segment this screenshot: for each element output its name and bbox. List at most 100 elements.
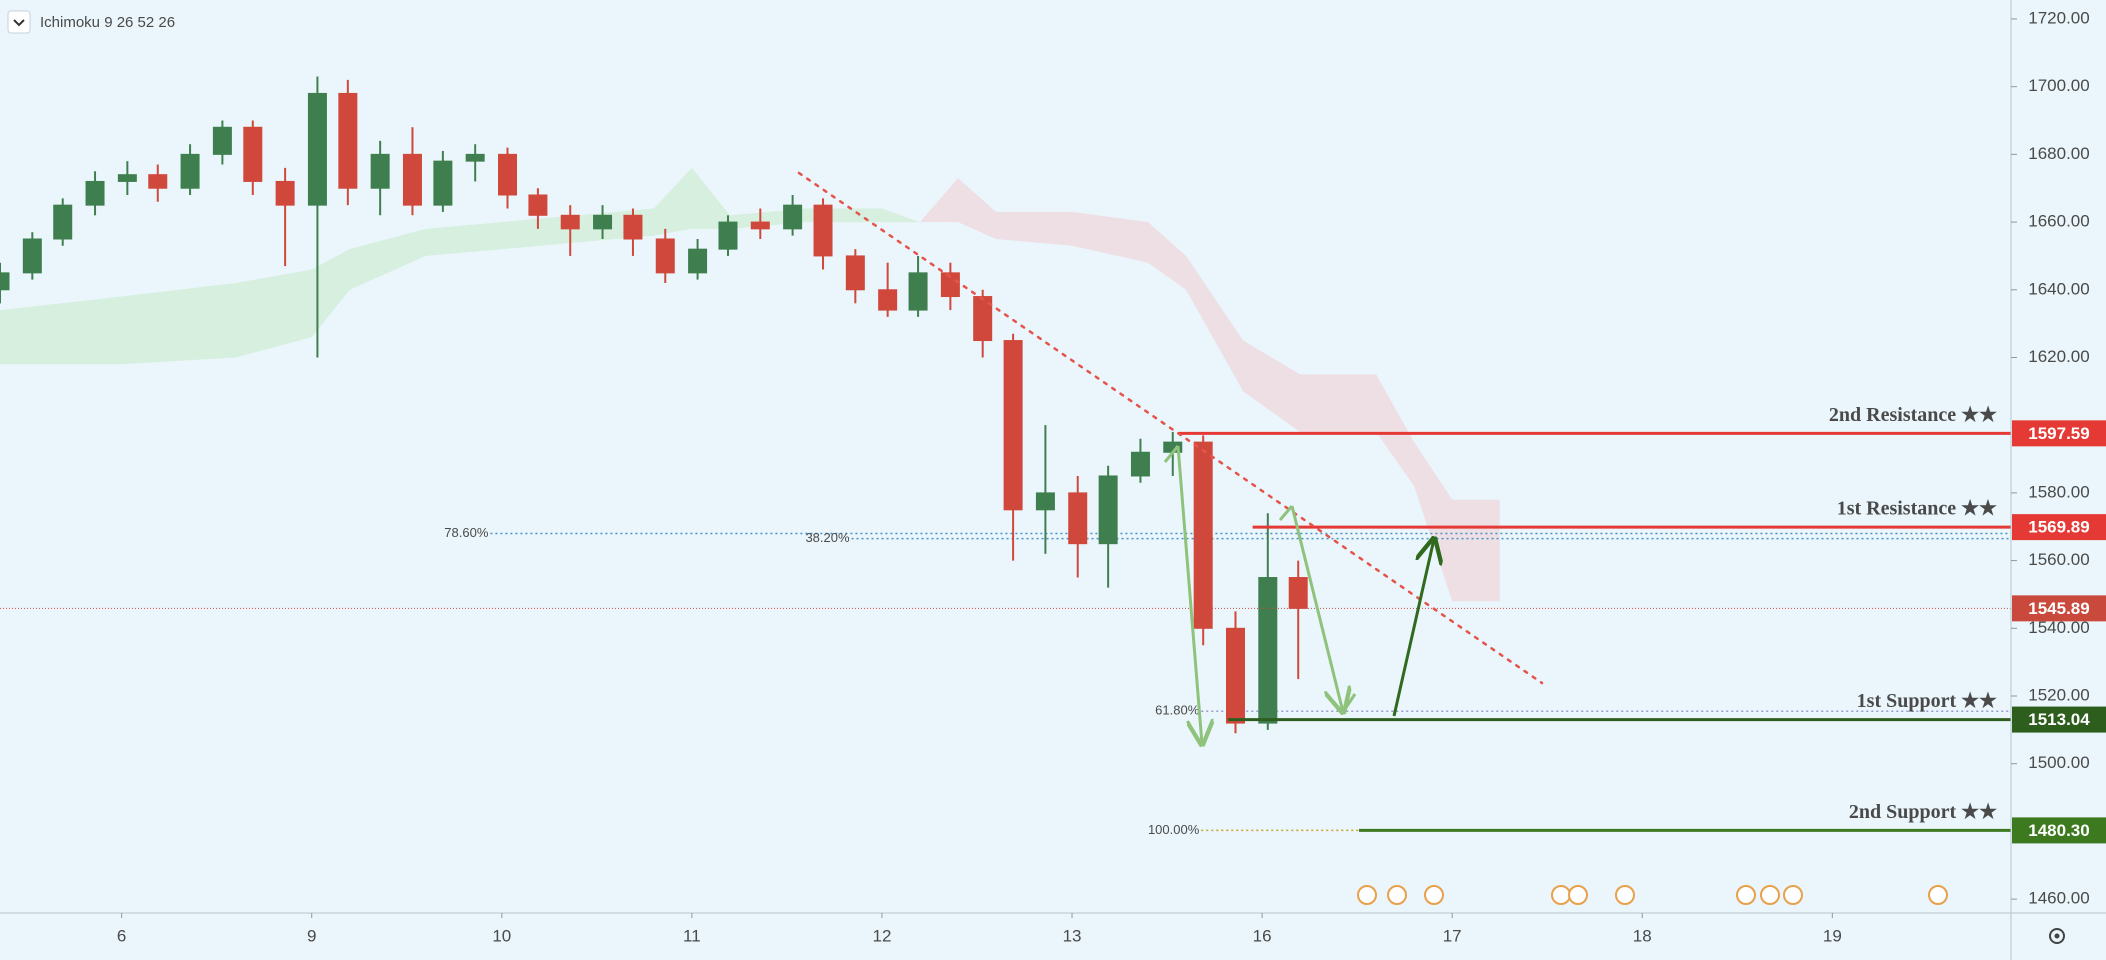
- y-tick-label: 1620.00: [2028, 347, 2089, 366]
- arrow: [1290, 505, 1343, 712]
- level-label: 2nd Resistance ★★: [1829, 404, 1997, 426]
- candle-body: [1258, 577, 1278, 724]
- y-tick-label: 1640.00: [2028, 279, 2089, 298]
- candle-body: [560, 214, 580, 230]
- candle-body: [718, 221, 738, 250]
- candle-body: [1068, 492, 1088, 545]
- x-tick-label: 6: [117, 926, 126, 945]
- price-tag-label: 1480.30: [2028, 821, 2089, 840]
- gear-center: [2054, 933, 2060, 939]
- level-label: 1st Resistance ★★: [1837, 498, 1997, 520]
- legend-toggle[interactable]: [7, 10, 31, 34]
- trend-line: [797, 171, 1544, 685]
- candle-body: [845, 255, 865, 291]
- candle-body: [85, 180, 105, 206]
- x-tick-label: 11: [683, 926, 701, 945]
- candle-body: [783, 204, 803, 230]
- x-tick-label: 16: [1253, 926, 1272, 945]
- candle-body: [1035, 492, 1055, 511]
- price-tag: [2012, 706, 2106, 733]
- event-icon[interactable]: [1424, 885, 1444, 905]
- event-icon[interactable]: [1568, 885, 1588, 905]
- y-tick-label: 1580.00: [2028, 482, 2089, 501]
- event-icon[interactable]: [1783, 885, 1803, 905]
- y-tick-label: 1680.00: [2028, 144, 2089, 163]
- candle-body: [908, 272, 928, 311]
- arrow: [1392, 539, 1434, 717]
- y-tick-label: 1660.00: [2028, 212, 2089, 231]
- candle-body: [370, 153, 390, 189]
- x-tick-label: 13: [1063, 926, 1082, 945]
- arrow: [1163, 445, 1180, 463]
- event-icon[interactable]: [1387, 885, 1407, 905]
- price-tag-label: 1597.59: [2028, 424, 2089, 443]
- price-tag: [2012, 595, 2106, 622]
- event-icon[interactable]: [1357, 885, 1377, 905]
- x-tick-label: 12: [872, 926, 891, 945]
- price-tag: [2012, 817, 2106, 844]
- candle-body: [212, 126, 232, 155]
- candle-body: [623, 214, 643, 240]
- indicator-legend[interactable]: Ichimoku 9 26 52 26: [40, 14, 175, 31]
- event-icon[interactable]: [1736, 885, 1756, 905]
- candle-body: [53, 204, 73, 240]
- fib-label: 100.00%: [1148, 822, 1200, 837]
- x-tick-label: 9: [307, 926, 316, 945]
- candle-body: [1288, 577, 1308, 609]
- candle-body: [593, 214, 613, 230]
- ichimoku-cloud: [0, 167, 920, 365]
- candle-body: [117, 174, 137, 182]
- candle-body: [1003, 340, 1023, 511]
- price-tag: [2012, 420, 2106, 447]
- candle-body: [1130, 451, 1150, 477]
- candle-body: [433, 160, 453, 206]
- price-tag: [2012, 514, 2106, 541]
- event-icon[interactable]: [1928, 885, 1948, 905]
- candle-body: [1225, 627, 1245, 724]
- level-label: 2nd Support ★★: [1849, 801, 1997, 823]
- event-icon[interactable]: [1615, 885, 1635, 905]
- candle-body: [148, 174, 168, 189]
- arrow: [1341, 693, 1357, 713]
- event-icon[interactable]: [1760, 885, 1780, 905]
- y-tick-label: 1500.00: [2028, 753, 2089, 772]
- candle-body: [402, 153, 422, 206]
- fib-label: 78.60%: [444, 525, 489, 540]
- candle-body: [180, 153, 200, 189]
- candle-body: [498, 153, 518, 196]
- fib-label: 61.80%: [1155, 703, 1200, 718]
- candle-body: [940, 272, 960, 298]
- x-tick-label: 18: [1633, 926, 1652, 945]
- event-icons: [1357, 885, 1948, 905]
- price-tag-label: 1513.04: [2028, 710, 2090, 729]
- candle-body: [307, 92, 327, 206]
- candle-body: [655, 238, 675, 274]
- y-tick-label: 1720.00: [2028, 8, 2089, 27]
- settings-icon[interactable]: [2049, 928, 2065, 944]
- candle-body: [0, 272, 10, 291]
- gear[interactable]: [2049, 928, 2065, 944]
- candle-body: [275, 180, 295, 206]
- candle-body: [878, 289, 898, 311]
- candle-body: [465, 153, 485, 162]
- drawings: [797, 171, 1948, 905]
- x-tick-label: 17: [1443, 926, 1462, 945]
- y-tick-label: 1560.00: [2028, 550, 2089, 569]
- candle-body: [528, 194, 548, 216]
- x-tick-label: 19: [1823, 926, 1842, 945]
- y-tick-label: 1540.00: [2028, 618, 2089, 637]
- candle-body: [243, 126, 263, 182]
- candle-body: [1193, 441, 1213, 629]
- candle-body: [688, 248, 708, 274]
- candle-body: [338, 92, 358, 189]
- level-label: 1st Support ★★: [1857, 690, 1997, 712]
- chevron-icon: [13, 19, 25, 27]
- event-icon[interactable]: [1551, 885, 1571, 905]
- y-tick-label: 1700.00: [2028, 76, 2089, 95]
- candle-body: [22, 238, 42, 274]
- candle-body: [813, 204, 833, 257]
- y-tick-label: 1520.00: [2028, 685, 2089, 704]
- y-tick-label: 1460.00: [2028, 889, 2089, 908]
- fib-label: 38.20%: [805, 530, 850, 545]
